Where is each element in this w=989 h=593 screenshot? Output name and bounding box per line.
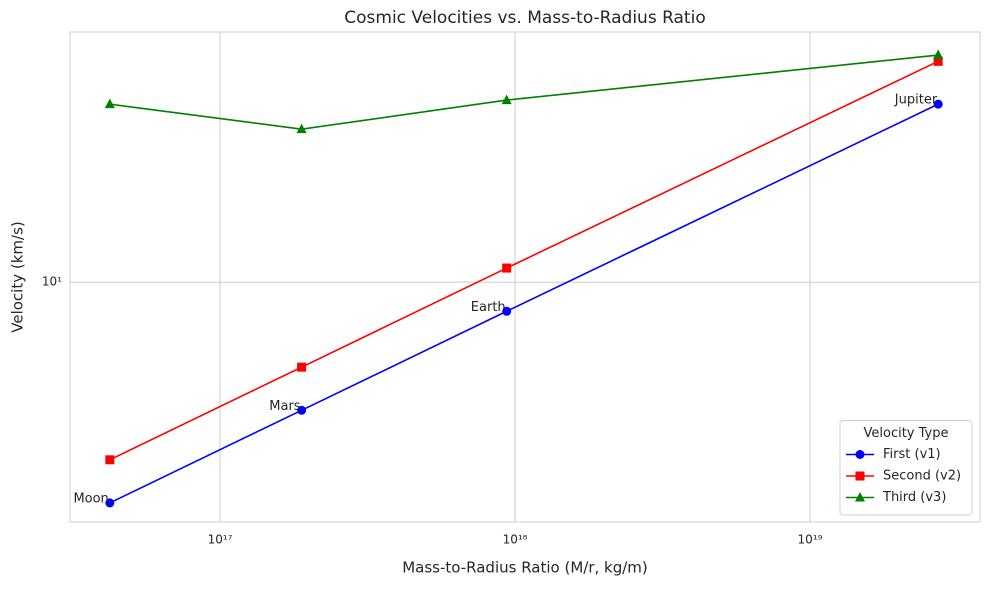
x-axis-label: Mass-to-Radius Ratio (M/r, kg/m) <box>402 559 648 577</box>
marker <box>855 471 865 481</box>
legend-label: Second (v2) <box>883 469 961 484</box>
x-tick-label: 10¹⁸ <box>503 533 528 547</box>
marker <box>502 263 512 273</box>
marker <box>297 405 307 415</box>
point-label: Jupiter <box>894 93 938 108</box>
marker <box>855 450 865 459</box>
marker <box>105 455 115 465</box>
chart-title: Cosmic Velocities vs. Mass-to-Radius Rat… <box>344 8 705 28</box>
y-axis-label: Velocity (km/s) <box>9 221 27 332</box>
legend-box <box>839 420 973 516</box>
marker <box>104 98 115 109</box>
marker <box>933 49 944 60</box>
marker <box>933 99 943 109</box>
legend-title: Velocity Type <box>864 426 949 441</box>
legend-label: Third (v3) <box>882 490 946 505</box>
x-tick-label: 10¹⁹ <box>798 533 823 547</box>
x-tick-label: 10¹⁷ <box>208 533 233 547</box>
series-line <box>109 60 939 461</box>
point-label: Moon <box>73 491 108 506</box>
marker <box>105 498 115 508</box>
y-tick-label: 10¹ <box>42 275 62 289</box>
marker <box>502 306 512 316</box>
point-label: Mars <box>269 399 301 414</box>
marker <box>855 492 865 502</box>
marker <box>501 94 512 105</box>
marker <box>297 362 307 372</box>
legend-label: First (v1) <box>883 447 941 462</box>
marker <box>933 56 943 66</box>
marker <box>296 123 307 134</box>
series-line <box>109 103 939 504</box>
point-label: Earth <box>471 300 506 315</box>
series-line <box>109 54 939 130</box>
